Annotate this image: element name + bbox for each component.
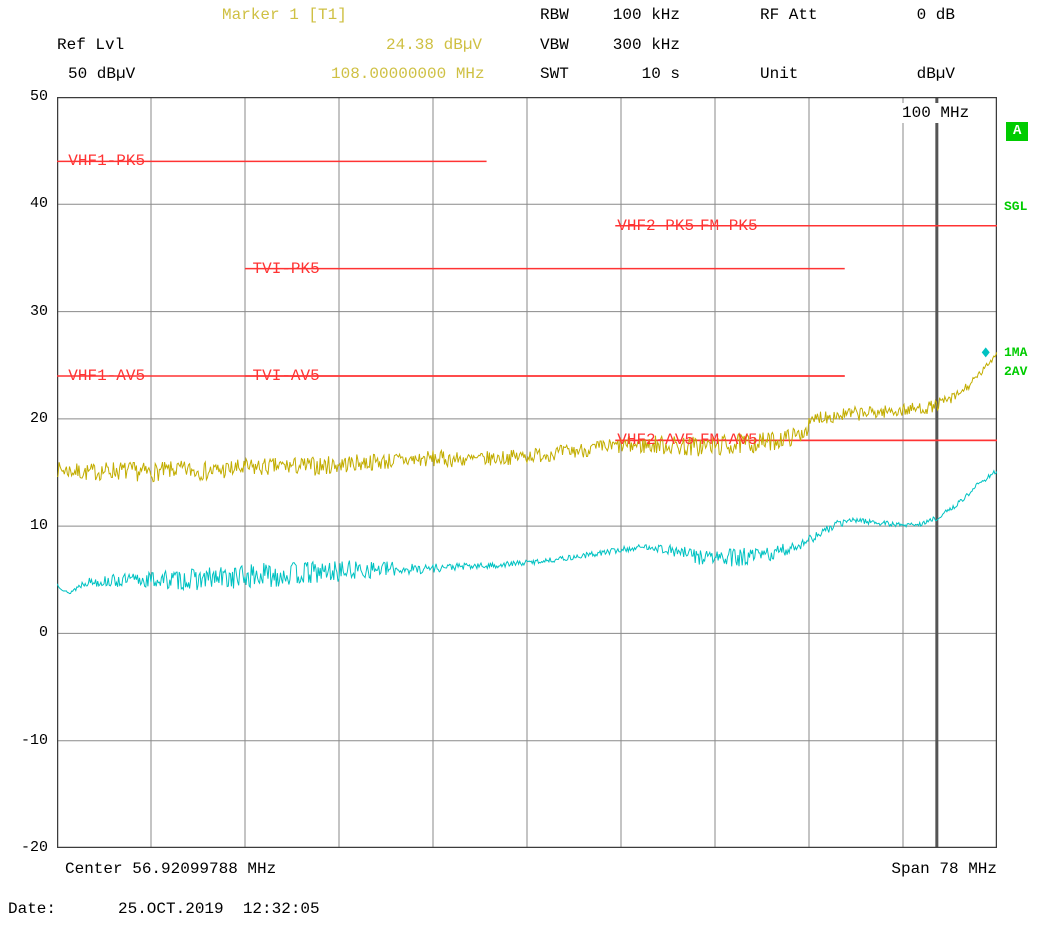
marker-diamond-icon: [981, 347, 990, 358]
y-tick-label: 10: [29, 517, 48, 535]
rf-att-value: 0 dB: [916, 6, 955, 24]
y-tick-label: 0: [38, 624, 48, 642]
span-label: Span 78 MHz: [891, 860, 997, 878]
ref-lvl-label: Ref Lvl: [57, 36, 125, 54]
date-value: 25.OCT.2019 12:32:05: [118, 900, 320, 918]
screen-a-badge: A: [1006, 122, 1029, 141]
trace-2av: [57, 469, 997, 595]
trace1-mode-badge: 1MA: [1004, 345, 1028, 360]
rbw-label: RBW: [540, 6, 569, 24]
ref-lvl-value: 50 dBµV: [68, 65, 136, 83]
unit-value: dBµV: [916, 65, 955, 83]
y-tick-label: 40: [29, 195, 48, 213]
center-frequency-label: Center 56.92099788 MHz: [65, 860, 277, 878]
y-tick-label: 20: [29, 409, 48, 427]
marker-title: Marker 1 [T1]: [222, 6, 347, 24]
spectrum-plot: [57, 97, 997, 848]
unit-label: Unit: [760, 65, 799, 83]
date-label: Date:: [8, 900, 57, 918]
y-tick-label: 50: [29, 88, 48, 105]
display-line-label: 100 MHz: [897, 103, 975, 123]
swt-label: SWT: [540, 65, 569, 83]
marker-level: 24.38 dBµV: [386, 36, 483, 54]
rf-att-label: RF Att: [760, 6, 818, 24]
vbw-label: VBW: [540, 36, 569, 54]
y-axis-ticks: 50 40 30 20 10 0 -10 -20: [0, 88, 48, 856]
y-tick-label: -10: [20, 731, 48, 749]
trace-1ma: [57, 351, 997, 483]
y-tick-label: -20: [20, 839, 48, 856]
trace2-mode-badge: 2AV: [1004, 364, 1028, 379]
single-sweep-badge: SGL: [1004, 199, 1028, 214]
y-tick-label: 30: [29, 302, 48, 320]
rbw-value: 100 kHz: [612, 6, 680, 24]
marker-frequency: 108.00000000 MHz: [331, 65, 485, 83]
vbw-value: 300 kHz: [612, 36, 680, 54]
swt-value: 10 s: [641, 65, 680, 83]
spectrum-display: VHF1-PK5 TVI-PK5 VHF2-PK5 FM-PK5 VHF1-AV5 TVI…: [57, 97, 997, 848]
